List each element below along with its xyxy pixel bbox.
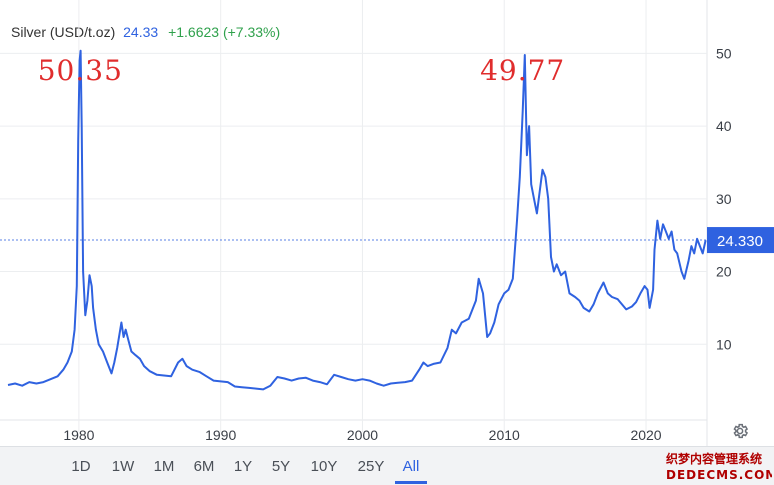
range-button-1m[interactable]: 1M (153, 458, 175, 475)
price-tag-label: 24.330 (717, 233, 763, 250)
range-button-25y[interactable]: 25Y (357, 458, 385, 475)
y-tick-label: 40 (716, 118, 732, 134)
active-range-underline (395, 481, 427, 484)
current-price: 24.33 (123, 24, 159, 40)
price-tag-box (707, 227, 774, 254)
symbol-label: Silver (USD/t.oz) (11, 24, 116, 40)
range-button-1w[interactable]: 1W (111, 458, 135, 475)
watermark-logo: 织梦内容管理系统 DEDECMS.COM (666, 451, 772, 482)
range-button-6m[interactable]: 6M (193, 458, 215, 475)
range-button-all[interactable]: All (402, 458, 420, 475)
range-button-5y[interactable]: 5Y (271, 458, 291, 475)
y-tick-label: 30 (716, 191, 732, 207)
x-tick-label: 1990 (205, 427, 236, 443)
range-selector: 1D 1W 1M 6M 1Y 5Y 10Y 25Y All (0, 446, 774, 485)
svg-text:DEDECMS.COM: DEDECMS.COM (666, 468, 772, 482)
price-series-line (7, 49, 707, 391)
svg-text:织梦内容管理系统: 织梦内容管理系统 (666, 451, 762, 466)
x-tick-label: 2010 (489, 427, 520, 443)
x-tick-label: 2020 (630, 427, 661, 443)
range-button-10y[interactable]: 10Y (310, 458, 338, 475)
y-tick-label: 20 (716, 264, 732, 280)
chart-header: Silver (USD/t.oz) 24.33 +1.6623 (+7.33%) (11, 24, 280, 40)
range-button-1y[interactable]: 1Y (233, 458, 253, 475)
plot-area[interactable]: 1980 1990 2000 2010 2020 10 20 30 40 50 50.35 49.… (0, 0, 774, 446)
y-tick-label: 50 (716, 45, 732, 61)
x-tick-label: 1980 (63, 427, 94, 443)
range-button-1d[interactable]: 1D (71, 458, 91, 475)
price-change: +1.6623 (+7.33%) (168, 24, 281, 40)
x-tick-label: 2000 (347, 427, 378, 443)
gear-icon[interactable] (731, 422, 749, 440)
peak-annotation: 50.35 (38, 54, 123, 87)
peak-annotation: 49.77 (480, 54, 565, 87)
y-tick-label: 10 (716, 336, 732, 352)
